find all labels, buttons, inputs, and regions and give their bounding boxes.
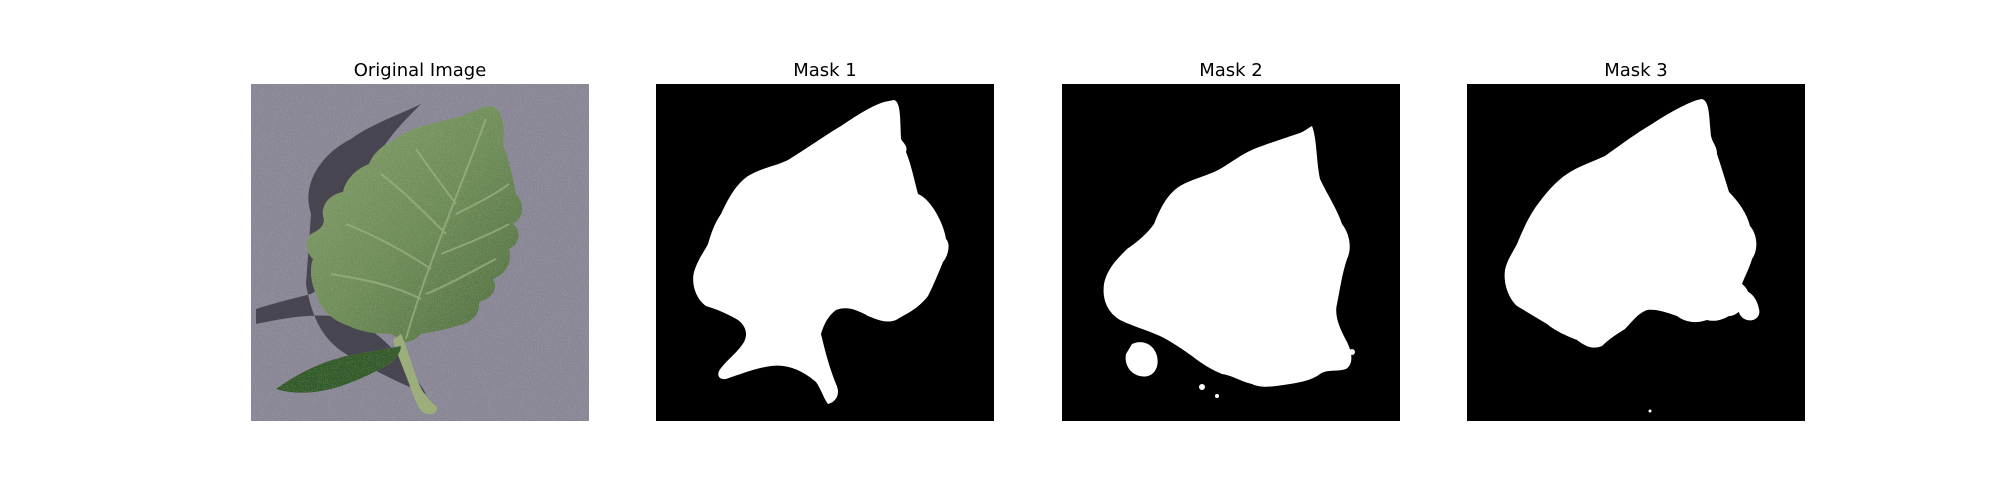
mask-region: [1504, 99, 1757, 348]
small-leaf: [276, 346, 401, 393]
mask-speck: [1648, 409, 1652, 413]
mask-2-image: [1062, 84, 1400, 421]
mask-3-image: [1467, 84, 1805, 421]
panel-original-image: Original Image: [251, 58, 589, 421]
petiole: [393, 334, 437, 415]
mask-speck: [1349, 349, 1355, 355]
mask-region: [1103, 126, 1352, 387]
panel-title: Mask 1: [793, 60, 857, 81]
leaf-shadow: [256, 104, 426, 394]
mask-1-image: [656, 84, 994, 421]
panel-title: Mask 3: [1604, 60, 1668, 81]
panel-mask-3: Mask 3: [1467, 58, 1805, 421]
panel-title: Mask 2: [1199, 60, 1263, 81]
mask-blob: [1737, 289, 1760, 321]
mask-speck: [1199, 384, 1205, 390]
mask-region: [693, 100, 949, 404]
mask-blob: [1125, 342, 1158, 377]
panel-mask-1: Mask 1: [656, 58, 994, 421]
panel-mask-2: Mask 2: [1062, 58, 1400, 421]
original-image: [251, 84, 589, 421]
leaf-veins: [330, 118, 510, 340]
panel-title: Original Image: [353, 60, 487, 81]
mask-speck: [1215, 394, 1219, 398]
